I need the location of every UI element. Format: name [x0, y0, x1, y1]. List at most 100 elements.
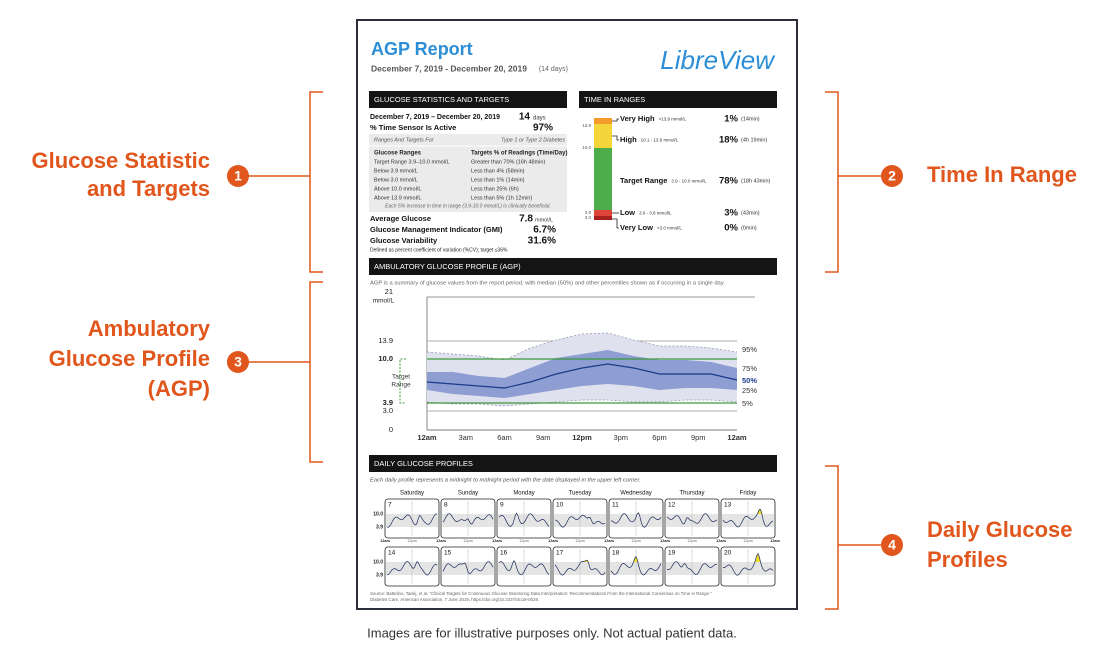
range-segment	[594, 124, 612, 148]
agp-percentile: 95%	[742, 345, 757, 354]
callout-badge	[227, 165, 249, 187]
day-time-label: 12pm	[463, 539, 473, 543]
target-goal: Less than 4% (58min)	[471, 168, 525, 174]
target-range: Below 3.0 mmol/L	[374, 177, 418, 183]
agp-y-label: 10.0	[378, 354, 393, 363]
callout-number: 3	[234, 354, 242, 370]
day-date: 20	[724, 550, 732, 557]
day-time-label: 12am	[604, 539, 614, 543]
range-name: Target Range	[620, 176, 667, 185]
range-percent: 3%	[724, 208, 738, 219]
daily-y-label: 10.0	[373, 511, 383, 517]
day-time-label: 12pm	[407, 539, 417, 543]
day-time-label: 12am	[548, 539, 558, 543]
day-date: 12	[668, 502, 676, 509]
agp-x-label: 9pm	[691, 433, 706, 442]
range-name: Very High	[620, 114, 655, 123]
range-percent: 18%	[719, 135, 739, 146]
range-limits: 3.0 - 3.8 mmol/L	[639, 211, 672, 216]
range-leader	[612, 118, 619, 122]
range-segment	[594, 210, 612, 216]
day-date: 18	[612, 550, 620, 557]
callout-label: Glucose Statistic	[31, 148, 210, 173]
weekday: Wednesday	[620, 491, 652, 497]
targets-population: Type 1 or Type 2 Diabetes	[501, 137, 565, 143]
day-trace	[555, 514, 606, 528]
weekday: Tuesday	[569, 491, 592, 497]
stat-label: % Time Sensor Is Active	[370, 123, 456, 132]
callout-label: Glucose Profile	[49, 346, 210, 371]
agp-x-label: 6pm	[652, 433, 667, 442]
agp-y-label: 0	[389, 425, 393, 434]
targets-col: Glucose Ranges	[374, 151, 422, 157]
day-trace	[498, 560, 550, 576]
targets-col: Targets % of Readings (Time/Day)	[471, 151, 567, 157]
callout-bracket	[309, 281, 323, 463]
day-date: 10	[556, 502, 564, 509]
source: Diabetes Care, American Association, 7 J…	[370, 597, 539, 602]
range-segment	[594, 216, 612, 220]
report-days: (14 days)	[539, 66, 568, 73]
targets-box	[369, 134, 567, 212]
target-range: Target Range 3.9–10.0 mmol/L	[374, 159, 450, 165]
range-axis-label: 3.0	[585, 215, 592, 220]
agp-unit: mmol/L	[373, 298, 395, 305]
range-name: Very Low	[620, 223, 653, 232]
range-name: High	[620, 135, 637, 144]
callout-badge	[227, 351, 249, 373]
brand: LibreView	[660, 45, 776, 75]
agp-target-label: Target	[392, 374, 410, 381]
section-title: GLUCOSE STATISTICS AND TARGETS	[374, 95, 509, 104]
stat-value: 14	[519, 112, 531, 123]
day-trace	[386, 513, 438, 528]
daily-y-label: 10.0	[373, 559, 383, 565]
metric-value: 6.7%	[533, 225, 556, 236]
day-date: 7	[388, 502, 392, 509]
callout-label: (AGP)	[148, 376, 210, 401]
day-trace	[666, 513, 718, 525]
agp-percentile: 25%	[742, 386, 757, 395]
callout-badge	[881, 165, 903, 187]
callout-badge	[881, 534, 903, 556]
range-time: (14min)	[741, 116, 760, 122]
agp-percentile: 75%	[742, 364, 757, 373]
agp-inner-band	[427, 350, 737, 398]
day-time-label: 12pm	[631, 539, 641, 543]
day-trace	[722, 509, 774, 528]
section-header	[369, 91, 567, 108]
section-title: DAILY GLUCOSE PROFILES	[374, 459, 473, 468]
weekday: Sunday	[458, 491, 478, 497]
range-name: Low	[620, 208, 635, 217]
metric-unit: mmol/L	[535, 217, 553, 223]
agp-target-label: Range	[391, 382, 411, 389]
day-high-fill	[611, 556, 661, 562]
targets-label: Ranges And Targets For	[374, 137, 435, 143]
target-goal: Less than 25% (6h)	[471, 186, 519, 192]
agp-x-label: 12pm	[572, 433, 592, 442]
day-trace	[442, 561, 494, 575]
range-axis-label: 3.9	[585, 210, 592, 215]
callout-label: Ambulatory	[88, 316, 211, 341]
target-goal: Greater than 70% (16h 48min)	[471, 159, 545, 165]
agp-x-label: 6am	[497, 433, 512, 442]
section-header	[369, 455, 777, 472]
day-date: 15	[444, 550, 452, 557]
metric-label: Average Glucose	[370, 214, 431, 223]
day-trace	[554, 559, 606, 576]
range-percent: 0%	[724, 223, 738, 234]
agp-x-label: 12am	[417, 433, 437, 442]
day-trace	[442, 513, 494, 525]
target-goal: Less than 1% (14min)	[471, 177, 525, 183]
target-goal: Less than 5% (1h 12min)	[471, 195, 532, 201]
section-title: TIME IN RANGES	[584, 95, 645, 104]
range-time: (4h 19min)	[741, 137, 767, 143]
callout-bracket	[825, 91, 839, 273]
callout-number: 1	[234, 168, 242, 184]
day-date: 13	[724, 502, 732, 509]
callout-number: 4	[888, 537, 896, 553]
weekday: Thursday	[679, 491, 704, 497]
weekday: Monday	[513, 491, 534, 497]
report-dates: December 7, 2019 - December 20, 2019	[371, 63, 527, 73]
callout-bracket	[309, 91, 323, 273]
